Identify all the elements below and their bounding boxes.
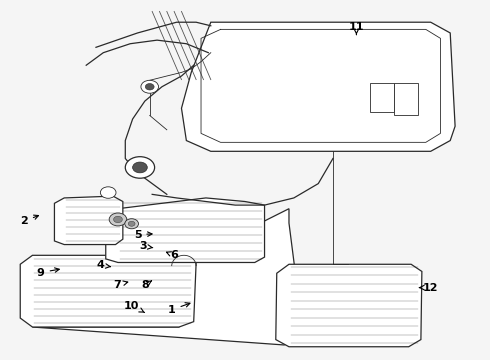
Polygon shape <box>106 198 265 262</box>
Circle shape <box>128 221 135 226</box>
Text: 3: 3 <box>140 241 153 251</box>
Text: 1: 1 <box>168 303 190 315</box>
FancyBboxPatch shape <box>369 83 394 112</box>
Text: 5: 5 <box>134 230 152 239</box>
Polygon shape <box>32 209 304 345</box>
Text: 4: 4 <box>97 260 111 270</box>
Circle shape <box>125 157 155 178</box>
Text: 12: 12 <box>419 283 439 293</box>
Polygon shape <box>20 255 196 327</box>
Circle shape <box>133 162 147 173</box>
Circle shape <box>114 216 122 223</box>
Text: 8: 8 <box>141 280 151 290</box>
Circle shape <box>100 187 116 198</box>
FancyBboxPatch shape <box>394 83 418 116</box>
Circle shape <box>109 213 127 226</box>
Text: 2: 2 <box>20 215 39 226</box>
Circle shape <box>146 84 154 90</box>
Text: 6: 6 <box>167 250 178 260</box>
Text: 10: 10 <box>124 301 145 312</box>
Polygon shape <box>276 264 422 347</box>
Polygon shape <box>181 22 455 151</box>
Text: 9: 9 <box>37 267 59 278</box>
Circle shape <box>141 80 159 93</box>
Circle shape <box>125 219 139 229</box>
Text: 7: 7 <box>113 280 128 290</box>
Text: 11: 11 <box>349 22 364 35</box>
Polygon shape <box>54 196 123 244</box>
